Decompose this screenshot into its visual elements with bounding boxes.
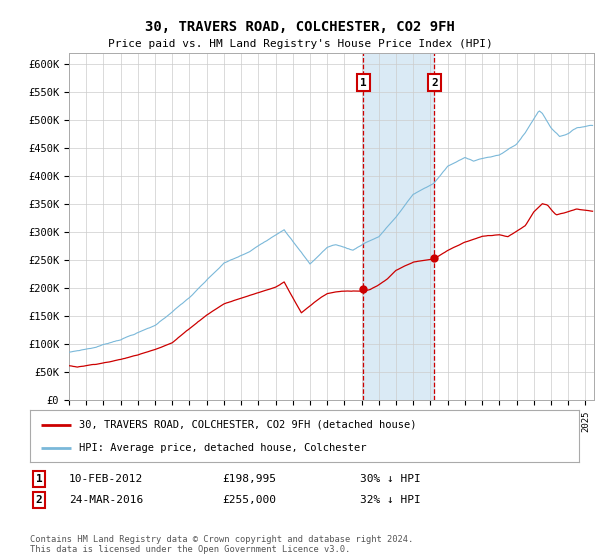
Text: 2: 2 xyxy=(35,495,43,505)
Text: 30% ↓ HPI: 30% ↓ HPI xyxy=(360,474,421,484)
Text: 32% ↓ HPI: 32% ↓ HPI xyxy=(360,495,421,505)
Text: £198,995: £198,995 xyxy=(222,474,276,484)
Text: Contains HM Land Registry data © Crown copyright and database right 2024.
This d: Contains HM Land Registry data © Crown c… xyxy=(30,535,413,554)
Text: 30, TRAVERS ROAD, COLCHESTER, CO2 9FH (detached house): 30, TRAVERS ROAD, COLCHESTER, CO2 9FH (d… xyxy=(79,420,417,430)
Bar xyxy=(364,53,434,400)
Text: 1: 1 xyxy=(35,474,43,484)
Text: 30, TRAVERS ROAD, COLCHESTER, CO2 9FH: 30, TRAVERS ROAD, COLCHESTER, CO2 9FH xyxy=(145,20,455,34)
Text: £255,000: £255,000 xyxy=(222,495,276,505)
Text: 2: 2 xyxy=(431,78,438,88)
Text: 1: 1 xyxy=(360,78,367,88)
Text: Price paid vs. HM Land Registry's House Price Index (HPI): Price paid vs. HM Land Registry's House … xyxy=(107,39,493,49)
Text: 24-MAR-2016: 24-MAR-2016 xyxy=(69,495,143,505)
Text: 10-FEB-2012: 10-FEB-2012 xyxy=(69,474,143,484)
Text: HPI: Average price, detached house, Colchester: HPI: Average price, detached house, Colc… xyxy=(79,442,367,452)
